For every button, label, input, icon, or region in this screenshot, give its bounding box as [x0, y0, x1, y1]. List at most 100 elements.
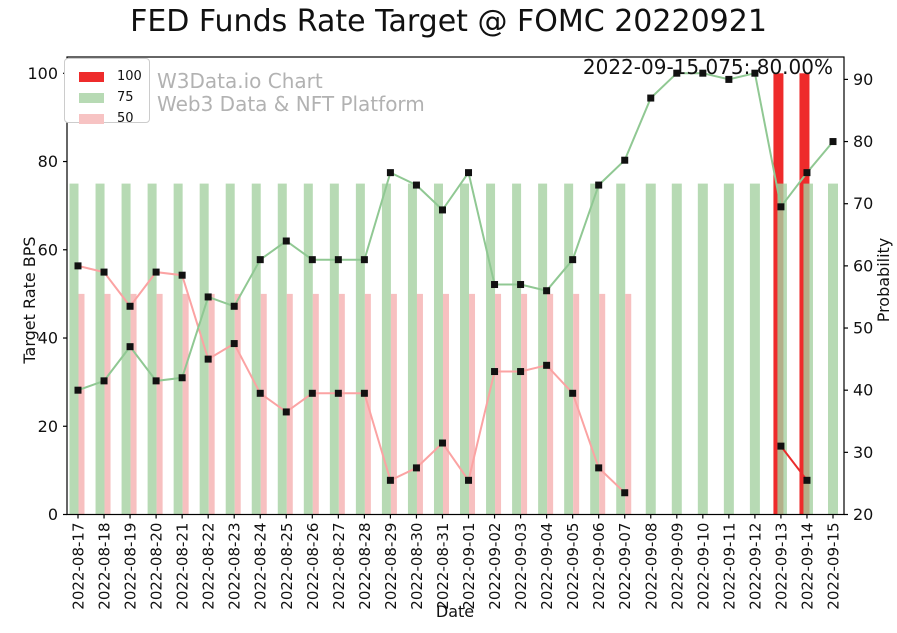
x-tick-label: 2022-09-08 [642, 523, 660, 610]
watermark: W3Data.io Chart Web3 Data & NFT Platform [157, 70, 425, 116]
bar-75bps [616, 183, 626, 515]
x-tick-label: 2022-08-31 [434, 523, 452, 610]
bar-50bps [208, 293, 215, 515]
left-tick-label: 0 [48, 505, 58, 524]
data-point-marker [438, 439, 446, 447]
bar-50bps [390, 293, 397, 515]
x-tick-label: 2022-08-30 [408, 523, 426, 610]
data-point-marker [230, 340, 238, 348]
right-tick-label: 20 [853, 505, 873, 524]
x-tick-label: 2022-09-10 [694, 523, 712, 610]
plot-border [66, 56, 845, 516]
x-tick-label: 2022-09-01 [460, 523, 478, 610]
bar-75bps [564, 183, 574, 515]
data-point-marker [465, 476, 473, 484]
bar-50bps [104, 293, 111, 515]
bar-50bps [469, 293, 476, 515]
data-point-marker [256, 389, 264, 397]
data-point-marker [152, 268, 160, 276]
x-tick-label: 2022-09-04 [538, 523, 556, 610]
data-point-marker [256, 256, 264, 264]
data-point-marker [282, 237, 290, 245]
bar-75bps [433, 183, 443, 515]
bar-50bps [156, 293, 163, 515]
bar-75bps [697, 183, 708, 515]
bar-75bps [590, 183, 600, 515]
data-point-marker [126, 302, 134, 310]
data-point-marker [777, 203, 785, 211]
data-point-marker [543, 287, 551, 295]
bar-75bps [538, 183, 548, 515]
x-tick-label: 2022-08-17 [70, 523, 88, 610]
right-tick-label: 80 [853, 132, 873, 151]
markers-probability-75bps [74, 69, 837, 394]
data-point-marker [282, 408, 290, 416]
bar-50bps [312, 293, 319, 515]
bar-75bps [95, 183, 105, 515]
data-point-marker [438, 206, 446, 214]
data-point-marker [465, 169, 473, 177]
data-point-marker [74, 386, 82, 394]
x-tick-label: 2022-09-07 [616, 523, 634, 610]
bar-50bps [495, 293, 502, 515]
legend-label-100: 100 [117, 69, 142, 84]
x-tick-label: 2022-09-05 [564, 523, 582, 610]
data-point-marker [178, 374, 186, 382]
data-point-marker [673, 69, 681, 77]
data-point-marker [595, 181, 603, 189]
annotation-label: 2022-09-15 075: 80.00% [582, 55, 833, 79]
right-tick-label: 40 [853, 381, 873, 400]
data-point-marker [178, 271, 186, 279]
data-point-marker [308, 389, 316, 397]
bar-75bps [460, 183, 470, 515]
data-point-marker [126, 343, 134, 351]
x-tick-label: 2022-08-20 [148, 523, 166, 610]
line-path-probability-100bps [780, 445, 808, 481]
right-tick-label: 60 [853, 256, 873, 275]
bar-75bps [173, 183, 183, 515]
right-tick-label: 30 [853, 443, 873, 462]
line-probability-75bps [77, 71, 834, 392]
x-tick-label: 2022-08-25 [278, 523, 296, 610]
left-tick-label: 20 [38, 417, 58, 436]
bar-75bps [147, 183, 157, 515]
data-point-marker [517, 281, 525, 289]
x-tick-label: 2022-08-26 [304, 523, 322, 610]
bar-75bps [512, 183, 522, 515]
data-point-marker [803, 169, 811, 177]
x-tick-label: 2022-08-19 [122, 523, 140, 610]
data-point-marker [360, 256, 368, 264]
x-tick-label: 2022-08-23 [226, 523, 244, 610]
bar-75bps [671, 183, 682, 515]
bar-75bps [251, 183, 261, 515]
bar-75bps [407, 183, 417, 515]
line-path-probability-50bps [77, 264, 626, 494]
data-point-marker [491, 368, 499, 376]
markers-probability-50bps [74, 262, 629, 497]
bar-50bps [625, 293, 632, 515]
data-point-marker [100, 268, 108, 276]
data-point-marker [699, 69, 707, 77]
line-path-probability-75bps [77, 71, 834, 392]
bar-75bps [277, 183, 287, 515]
bar-50bps [521, 293, 528, 515]
data-point-marker [334, 256, 342, 264]
data-point-marker [412, 181, 420, 189]
x-tick-label: 2022-09-09 [668, 523, 686, 610]
markers-probability-100bps [777, 442, 811, 484]
left-tick-label: 40 [38, 329, 58, 348]
legend-label-75: 75 [117, 90, 134, 105]
data-point-marker [517, 368, 525, 376]
bar-75bps [486, 183, 496, 515]
right-tick-label: 70 [853, 194, 873, 213]
x-tick-label: 2022-09-12 [746, 523, 764, 610]
bars-50bps [78, 293, 632, 515]
bar-75bps [329, 183, 339, 515]
bar-50bps [416, 293, 423, 515]
data-point-marker [334, 389, 342, 397]
x-tick-label: 2022-08-21 [174, 523, 192, 610]
watermark-line2: Web3 Data & NFT Platform [157, 92, 425, 116]
bar-75bps [777, 183, 787, 515]
bar-50bps [130, 293, 137, 515]
